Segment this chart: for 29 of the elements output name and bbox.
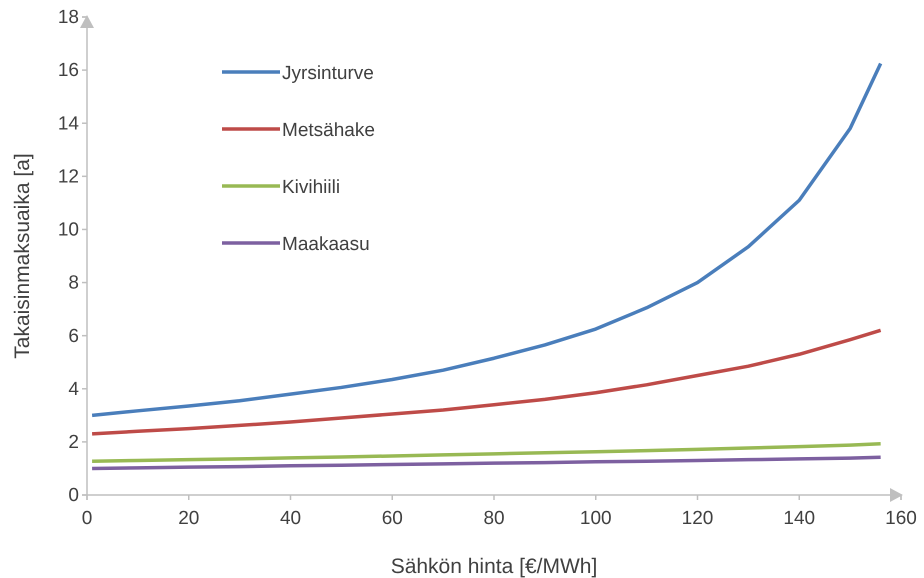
y-tick-label: 4 [68,378,80,400]
legend-label: Maakaasu [282,234,370,255]
line-series [90,456,882,470]
x-tick-label: 20 [178,508,200,529]
line-series [90,62,882,418]
y-axis-title: Takaisinmaksuaika [a] [11,153,34,359]
line-series [90,442,882,464]
x-tick-label: 40 [280,508,302,529]
y-tick-label: 8 [68,272,79,294]
y-tick-label: 12 [58,166,79,188]
y-tick-label: 16 [58,60,79,82]
y-tick-label: 0 [68,485,79,506]
y-tick-label: 2 [68,432,79,453]
legend-label: Kivihiili [282,177,340,198]
y-tick-label: 18 [58,7,79,28]
legend-label: Jyrsinturve [282,63,374,84]
line-series [90,328,882,436]
x-tick-label: 60 [382,508,403,529]
x-tick-label: 0 [82,508,92,529]
y-tick-label: 14 [58,113,80,134]
x-tick-label: 100 [580,508,612,529]
x-tick-label: 140 [783,508,816,529]
x-tick-label: 160 [885,508,917,529]
y-tick-label: 10 [58,220,79,241]
x-axis-title: Sähkön hinta [€/MWh] [390,555,598,578]
y-tick-label: 6 [68,326,79,347]
x-tick-label: 120 [682,508,714,529]
x-tick-label: 80 [483,508,505,529]
legend-label: Metsähake [282,120,375,141]
